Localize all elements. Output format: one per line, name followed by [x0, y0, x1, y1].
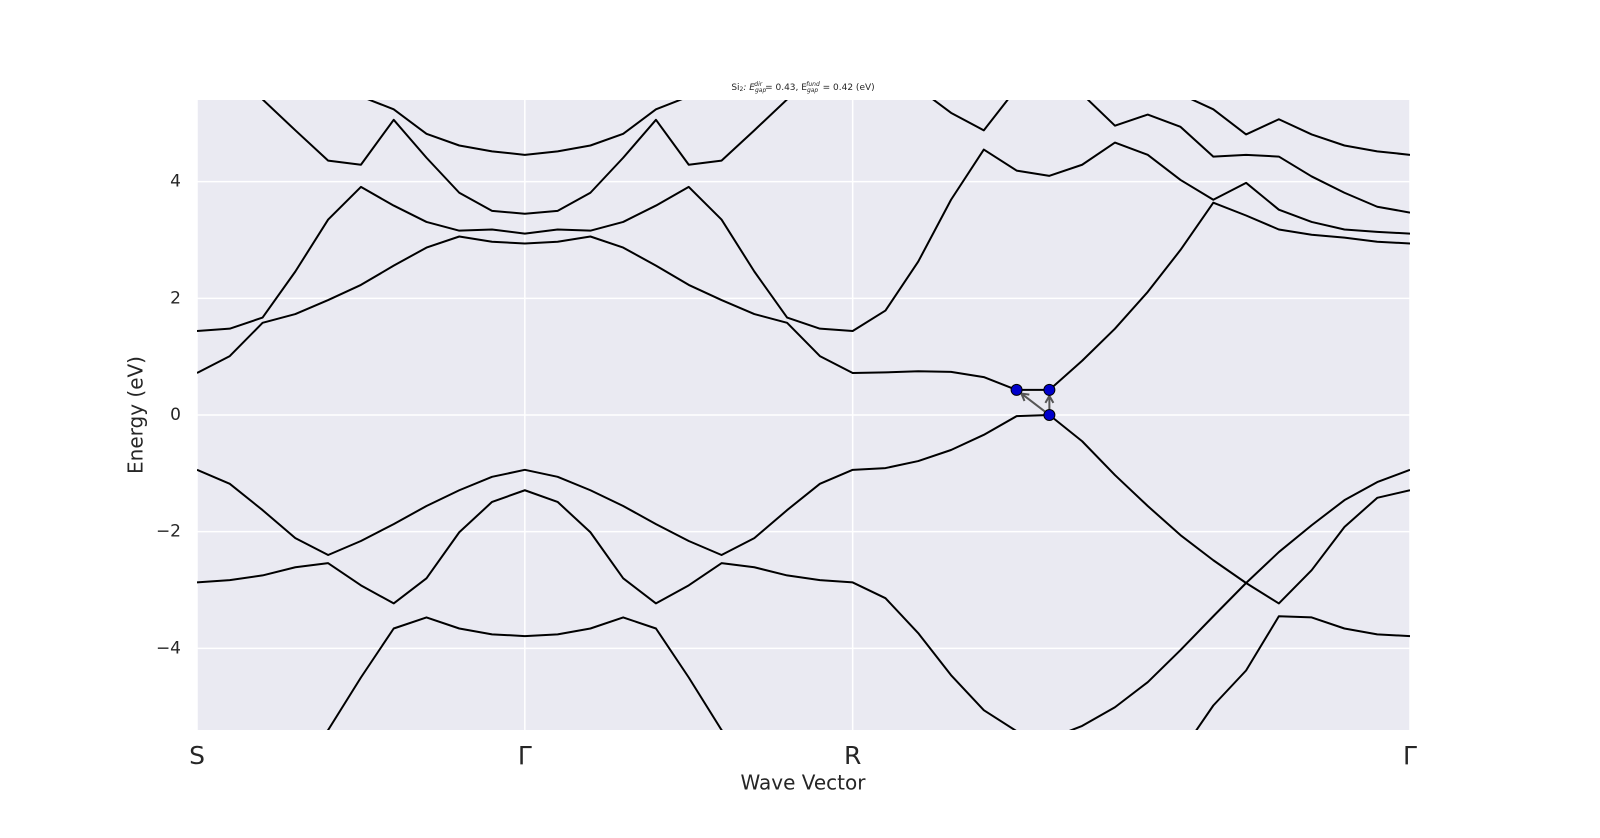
x-tick-label: S [189, 741, 205, 770]
band-line [326, 615, 1410, 730]
y-axis-label: Energy (eV) [124, 356, 148, 474]
bands [197, 100, 1410, 730]
x-tick-label: R [844, 741, 861, 770]
gap-marker [1010, 383, 1023, 396]
y-tick-label: −4 [156, 638, 181, 658]
title-part: = 0.43, E [762, 83, 807, 93]
y-tick-label: 2 [170, 288, 181, 308]
title-part: 2 [740, 86, 744, 93]
grid [196, 100, 1411, 730]
x-tick-label: Γ [1403, 741, 1417, 770]
y-tick-label: 4 [170, 172, 181, 192]
gap-marker [1043, 409, 1056, 421]
title-part: Si [731, 83, 739, 93]
band-line [197, 141, 1410, 332]
band-line [261, 100, 1410, 215]
gap-arrow [1021, 394, 1046, 413]
title-part: gap [755, 87, 766, 94]
chart-title: Si2: Egapdir = 0.43, Egapfund = 0.42 (eV… [731, 81, 874, 94]
title-part: = 0.42 (eV) [820, 83, 875, 93]
band-line [197, 201, 1410, 391]
gap-markers [1010, 383, 1056, 421]
title-part: : E [743, 83, 755, 93]
x-tick-label: Γ [518, 741, 532, 770]
title-part: gap [807, 87, 818, 94]
gap-marker [1043, 383, 1056, 396]
y-tick-label: −2 [156, 522, 181, 542]
y-tick-label: 0 [170, 405, 181, 425]
title-part: dir [754, 81, 762, 88]
x-axis-label: Wave Vector [741, 771, 867, 795]
band-line [197, 414, 1410, 605]
band-line [367, 100, 1410, 156]
band-line [197, 468, 1410, 730]
title-part: fund [806, 81, 820, 88]
